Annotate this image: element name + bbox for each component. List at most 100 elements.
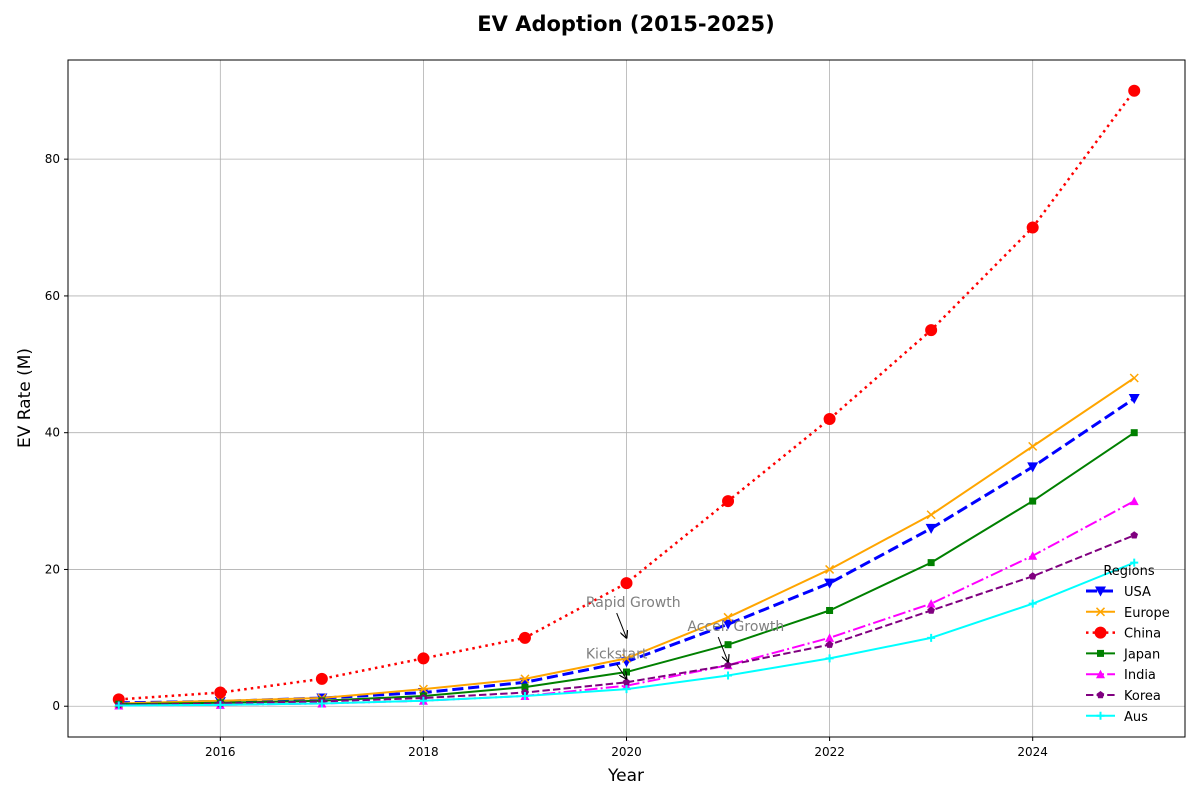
legend: Regions USA Europe China Japan India Korea Aus [1086, 564, 1170, 725]
y-tick-label: 0 [52, 699, 60, 713]
y-tick-label: 20 [45, 562, 60, 576]
data-point [114, 701, 123, 710]
data-point [724, 661, 732, 669]
annotation: Accel. Growth [687, 619, 784, 662]
annotation-text: Accel. Growth [687, 619, 784, 635]
data-point [1128, 84, 1141, 97]
data-point [724, 641, 732, 649]
data-point [1130, 531, 1139, 539]
data-point [1028, 551, 1038, 560]
data-point [521, 683, 529, 691]
legend-swatch-marker [1096, 711, 1105, 720]
data-point [925, 523, 937, 534]
y-axis-label: EV Rate (M) [15, 348, 35, 448]
data-point [927, 559, 935, 567]
data-point [1028, 441, 1038, 451]
legend-title: Regions [1103, 564, 1155, 579]
data-point [315, 672, 328, 685]
data-point [825, 564, 835, 574]
data-point [622, 685, 631, 694]
data-point [825, 640, 834, 648]
legend-entry-japan: Japan [1086, 647, 1160, 662]
legend-label: China [1124, 627, 1161, 642]
data-point [1128, 394, 1140, 404]
legend-label: Aus [1124, 710, 1148, 725]
legend-entry-india: India [1086, 668, 1156, 683]
data-point [927, 633, 936, 642]
axis-ticks: 2016 2018 2020 2022 2024 0 20 40 60 80 [45, 152, 1048, 759]
legend-swatch-marker [1096, 691, 1105, 699]
data-point [722, 619, 734, 630]
legend-swatch-marker [1097, 649, 1104, 657]
legend-label: Europe [1124, 606, 1170, 621]
legend-entry-usa: USA [1086, 585, 1151, 600]
series-aus [114, 558, 1139, 710]
data-point [1130, 429, 1138, 437]
data-point [825, 654, 834, 663]
data-point [417, 652, 430, 665]
data-point [825, 633, 835, 642]
data-point [1028, 599, 1037, 608]
data-point [520, 674, 530, 684]
data-point [723, 612, 733, 622]
series-china [112, 84, 1141, 706]
legend-label: Korea [1124, 689, 1161, 704]
x-tick-label: 2022 [814, 745, 845, 759]
x-tick-label: 2020 [611, 745, 642, 759]
annotations: Kickstart Rapid Growth Accel. Growth [586, 595, 784, 679]
data-point [1130, 558, 1139, 567]
data-point [520, 691, 529, 700]
legend-swatch-marker [1094, 626, 1107, 639]
data-point [317, 699, 326, 708]
data-point [216, 700, 225, 709]
legend-swatch-marker [1095, 586, 1106, 597]
data-point [1129, 496, 1139, 506]
data-point [1029, 497, 1037, 505]
data-point [518, 631, 531, 644]
data-point [621, 653, 632, 663]
legend-label: Japan [1123, 647, 1160, 662]
data-point [1026, 221, 1039, 234]
data-point [418, 684, 428, 694]
data-point [925, 324, 938, 337]
y-tick-label: 80 [45, 152, 60, 166]
series-layer [112, 84, 1141, 710]
data-point [826, 606, 834, 614]
legend-label: India [1124, 668, 1156, 683]
x-tick-label: 2018 [408, 745, 439, 759]
grid-lines [68, 60, 1185, 737]
y-tick-label: 60 [45, 289, 60, 303]
data-point [823, 413, 836, 426]
data-point [622, 678, 631, 686]
annotation-text: Rapid Growth [586, 595, 681, 611]
annotation-arrow [616, 612, 627, 638]
data-point [519, 677, 531, 688]
legend-entry-aus: Aus [1086, 710, 1148, 725]
y-tick-label: 40 [45, 426, 60, 440]
legend-entry-china: China [1086, 626, 1161, 642]
annotation: Rapid Growth [586, 595, 681, 638]
x-tick-label: 2024 [1017, 745, 1048, 759]
legend-entry-korea: Korea [1086, 689, 1161, 704]
x-axis-label: Year [607, 766, 644, 786]
data-point [1129, 373, 1139, 383]
legend-swatch-marker [1096, 669, 1105, 679]
legend-label: USA [1124, 585, 1151, 600]
data-point [926, 510, 936, 520]
chart-title: EV Adoption (2015-2025) [477, 12, 774, 36]
data-point [1028, 572, 1037, 580]
data-point [926, 599, 936, 608]
annotation-text: Kickstart [586, 646, 648, 662]
data-point [722, 495, 735, 508]
data-point [419, 696, 428, 705]
legend-entry-europe: Europe [1086, 606, 1170, 621]
annotation-arrow [616, 664, 627, 679]
data-point [1027, 462, 1039, 473]
data-point [620, 577, 633, 590]
annotation: Kickstart [586, 646, 648, 679]
x-tick-label: 2016 [205, 745, 236, 759]
data-point [824, 578, 836, 589]
data-point [927, 606, 935, 614]
data-point [724, 671, 733, 680]
